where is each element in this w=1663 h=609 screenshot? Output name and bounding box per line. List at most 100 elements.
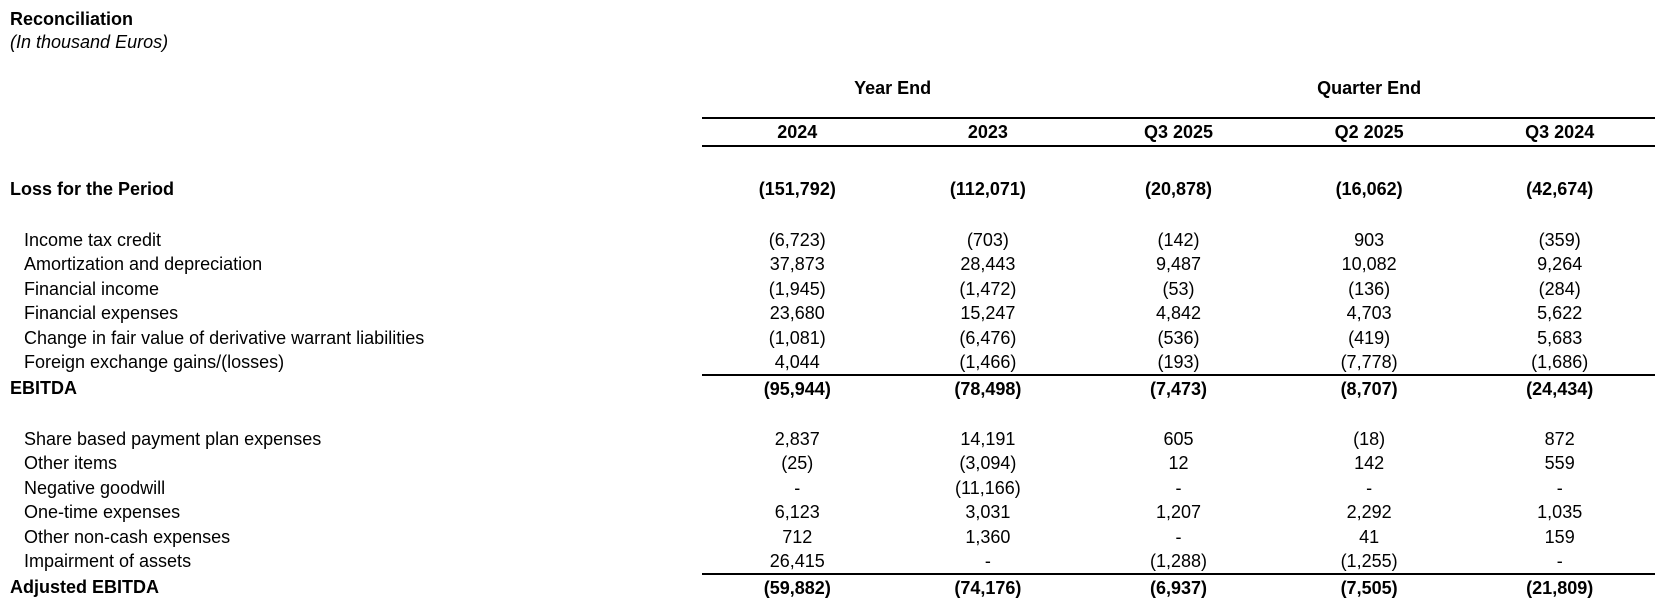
page-subtitle: (In thousand Euros): [10, 32, 169, 52]
row-label: Loss for the Period: [10, 179, 175, 199]
corner-cell: [10, 60, 702, 118]
value-cell: (1,945): [768, 278, 826, 299]
value-cell: (1,288): [1149, 550, 1208, 571]
value-cell: (703): [966, 229, 1009, 250]
row-label: Income tax credit: [24, 229, 162, 250]
value-cell: (74,176): [892, 573, 1084, 601]
value-cell: (151,792): [758, 179, 836, 199]
value-cell: 10,082: [1341, 254, 1397, 275]
value-cell: 15,247: [960, 303, 1016, 324]
table-row: Share based payment plan expenses 2,837 14…: [10, 427, 1655, 452]
table-row: EBITDA (95,944) (78,498) (7,473) (8,707) (24,…: [10, 374, 1655, 402]
value-cell: (59,882): [702, 573, 893, 601]
value-cell: 1,035: [1537, 502, 1583, 523]
table-row: Amortization and depreciation 37,873 28,44…: [10, 253, 1655, 278]
row-label: One-time expenses: [24, 502, 181, 523]
table-row: Impairment of assets 26,415 - (1,288) (1,255…: [10, 550, 1655, 575]
table-row: One-time expenses 6,123 3,031 1,207 2,292 1,0…: [10, 501, 1655, 526]
value-cell: 28,443: [960, 254, 1016, 275]
group-header-row: Year End Quarter End: [10, 60, 1655, 118]
spacer-row: [10, 146, 1655, 176]
value-cell: 12: [1168, 453, 1189, 474]
row-label: Other non-cash expenses: [24, 526, 231, 547]
column-header-2024: 2024: [702, 117, 893, 147]
row-label: Change in fair value of derivative warra…: [24, 327, 425, 348]
value-cell: (42,674): [1526, 179, 1594, 199]
value-cell: 5,622: [1537, 303, 1583, 324]
column-header-q2-2025: Q2 2025: [1273, 117, 1465, 147]
table-row: Other non-cash expenses 712 1,360 - 41 159: [10, 525, 1655, 550]
value-cell: (136): [1348, 278, 1391, 299]
value-cell: 4,703: [1346, 303, 1392, 324]
value-cell: 1,360: [965, 526, 1011, 547]
value-cell: (1,255): [1340, 550, 1398, 571]
value-cell: (1,466): [959, 351, 1017, 372]
row-label: Amortization and depreciation: [24, 254, 263, 275]
value-cell: 6,123: [774, 502, 820, 523]
group-header-quarter-end: Quarter End: [1317, 78, 1422, 98]
value-cell: (359): [1538, 229, 1581, 250]
value-cell: (18): [1353, 428, 1386, 449]
table-header: Year End Quarter End 2024 2023 Q3 2025 Q…: [10, 60, 1655, 176]
value-cell: -: [1175, 477, 1182, 498]
reconciliation-table: Year End Quarter End 2024 2023 Q3 2025 Q…: [10, 60, 1655, 601]
period-header-row: 2024 2023 Q3 2025 Q2 2025 Q3 2024: [10, 117, 1655, 147]
value-cell: 903: [1354, 229, 1385, 250]
value-cell: 3,031: [965, 502, 1011, 523]
value-cell: -: [984, 550, 991, 571]
table-row: Negative goodwill - (11,166) - - -: [10, 476, 1655, 501]
column-header-q3-2025: Q3 2025: [1083, 117, 1274, 147]
table-row: Foreign exchange gains/(losses) 4,044 (1,4…: [10, 351, 1655, 376]
row-label: Foreign exchange gains/(losses): [24, 352, 285, 373]
value-cell: (20,878): [1144, 179, 1213, 199]
value-cell: 1,207: [1155, 502, 1202, 523]
table-row: Financial income (1,945) (1,472) (53) (136) (…: [10, 277, 1655, 302]
value-cell: (78,498): [892, 374, 1084, 402]
value-cell: 4,044: [774, 351, 820, 372]
value-cell: 26,415: [769, 550, 825, 571]
value-cell: 872: [1544, 428, 1575, 449]
value-cell: (1,081): [768, 327, 826, 348]
value-cell: (21,809): [1464, 573, 1655, 601]
row-label: Adjusted EBITDA: [10, 577, 160, 597]
value-cell: (7,473): [1083, 374, 1274, 402]
title-block: Reconciliation (In thousand Euros): [0, 0, 1663, 60]
spacer-row: [10, 203, 1655, 228]
value-cell: 14,191: [960, 428, 1016, 449]
column-header-q3-2024: Q3 2024: [1464, 117, 1655, 147]
value-cell: 2,837: [774, 428, 820, 449]
value-cell: (11,166): [955, 477, 1021, 498]
value-cell: (142): [1157, 229, 1200, 250]
value-cell: (24,434): [1464, 374, 1655, 402]
row-label: Financial income: [24, 278, 160, 299]
value-cell: 5,683: [1537, 327, 1583, 348]
value-cell: (112,071): [949, 179, 1026, 199]
value-cell: 159: [1544, 526, 1575, 547]
value-cell: (419): [1348, 327, 1391, 348]
group-header-year-end: Year End: [854, 78, 932, 98]
value-cell: (1,472): [959, 278, 1017, 299]
value-cell: (8,707): [1273, 374, 1465, 402]
value-cell: (536): [1157, 327, 1200, 348]
corner-cell: [10, 118, 702, 146]
value-cell: 9,264: [1537, 254, 1583, 275]
value-cell: 9,487: [1155, 254, 1202, 275]
value-cell: 559: [1544, 453, 1575, 474]
value-cell: (95,944): [702, 374, 893, 402]
value-cell: -: [1175, 526, 1182, 547]
value-cell: -: [794, 477, 801, 498]
column-header-2023: 2023: [892, 117, 1084, 147]
value-cell: 4,842: [1155, 303, 1202, 324]
value-cell: 37,873: [769, 254, 825, 275]
row-label: EBITDA: [10, 378, 77, 398]
value-cell: 142: [1354, 453, 1385, 474]
table-row: Income tax credit (6,723) (703) (142) 903 (35…: [10, 228, 1655, 253]
value-cell: (7,505): [1273, 573, 1465, 601]
row-label: Financial expenses: [24, 303, 179, 324]
value-cell: -: [1366, 477, 1373, 498]
value-cell: (3,094): [959, 453, 1017, 474]
value-cell: 23,680: [769, 303, 825, 324]
row-label: Other items: [24, 453, 118, 474]
value-cell: (16,062): [1335, 179, 1403, 199]
value-cell: (6,937): [1083, 573, 1274, 601]
